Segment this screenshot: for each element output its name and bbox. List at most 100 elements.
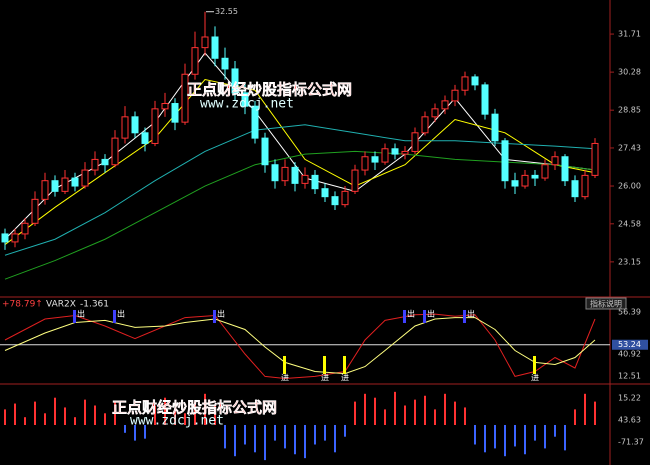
histogram-bar <box>344 425 346 437</box>
candle-body <box>481 84 489 115</box>
candle-body <box>221 57 229 70</box>
candle-body <box>591 142 599 176</box>
histogram-bar <box>334 425 336 453</box>
candle-body <box>521 174 529 187</box>
histogram-bar <box>254 425 256 453</box>
candle-body <box>161 103 169 110</box>
histogram-bar <box>524 425 526 455</box>
candle-body <box>371 156 379 163</box>
histogram-bar <box>214 405 216 425</box>
histogram-bar <box>154 405 156 425</box>
histogram-bar <box>414 399 416 425</box>
histogram-bar <box>314 425 316 445</box>
sell-label: 出 <box>217 309 225 319</box>
candle-body <box>91 158 99 171</box>
histogram-bar <box>224 425 226 449</box>
indicator-line <box>4 317 596 375</box>
candle-body <box>141 132 149 144</box>
sell-label: 出 <box>407 309 415 319</box>
histogram-bar <box>234 425 236 457</box>
candle-body <box>341 190 349 206</box>
histogram-bar <box>24 417 26 425</box>
histogram-bar <box>64 407 66 425</box>
sell-signal <box>463 310 466 323</box>
max-label: 32.55 <box>215 7 238 16</box>
sell-signal <box>403 310 406 323</box>
histogram-bar <box>464 407 466 425</box>
candle-body <box>511 180 519 187</box>
candle-body <box>321 188 329 198</box>
candle-body <box>261 137 269 166</box>
histogram-bar <box>44 413 46 425</box>
histogram-bar <box>394 391 396 425</box>
axis-label: 56.39 <box>618 308 641 317</box>
candle-body <box>301 174 309 184</box>
candle-body <box>501 140 509 182</box>
candle-body <box>561 156 569 182</box>
histogram-bar <box>74 417 76 425</box>
candle-body <box>251 105 259 139</box>
histogram-bar <box>504 425 506 457</box>
sell-signal <box>113 310 116 323</box>
histogram-bar <box>184 413 186 425</box>
histogram-bar <box>354 401 356 425</box>
histogram-bar <box>174 409 176 425</box>
candle-body <box>11 233 19 243</box>
candle-body <box>1 233 9 243</box>
watermark-title: 正点财经炒股指标公式网 <box>187 81 352 99</box>
candle-body <box>71 177 79 187</box>
button-label[interactable]: 指标说明 <box>590 299 622 309</box>
candle-body <box>441 100 449 110</box>
y-tick-label: 30.28 <box>618 68 641 77</box>
histogram-bar <box>84 399 86 425</box>
sell-signal <box>213 310 216 323</box>
histogram-bar <box>544 425 546 449</box>
buy-signal <box>343 356 346 374</box>
histogram-bar <box>34 401 36 425</box>
candle-body <box>361 156 369 171</box>
candle-body <box>241 92 249 107</box>
candle-body <box>171 103 179 123</box>
watermark-title: 正点财经炒股指标公式网 <box>112 399 277 417</box>
watermark-url: www.zdcj.net <box>200 97 294 112</box>
histogram-bar <box>514 425 516 447</box>
watermark-url: www.zdcj.net <box>130 414 224 429</box>
candle-body <box>541 164 549 179</box>
axis-label: 40.92 <box>618 350 641 359</box>
histogram-bar <box>304 425 306 459</box>
sell-label: 出 <box>467 309 475 319</box>
reference-label-bg <box>612 339 648 350</box>
histogram-bar <box>424 395 426 425</box>
candle-body <box>271 164 279 182</box>
indicator-help-button[interactable] <box>585 297 627 310</box>
y-tick-label: 24.58 <box>618 219 641 228</box>
candle-body <box>471 76 479 86</box>
candle-body <box>151 108 159 144</box>
candle-body <box>531 174 539 179</box>
histogram-bar <box>404 405 406 425</box>
candle-body <box>431 108 439 118</box>
buy-label: 进 <box>321 374 329 383</box>
candle-body <box>231 68 239 94</box>
histogram-bar <box>94 405 96 425</box>
histogram-bar <box>144 425 146 439</box>
sell-signal <box>423 310 426 323</box>
histogram-bar <box>284 425 286 449</box>
histogram-bar <box>584 393 586 425</box>
candle-body <box>181 73 189 123</box>
histogram-bar <box>264 425 266 461</box>
sell-label: 出 <box>117 309 125 319</box>
histogram-bar <box>134 425 136 441</box>
buy-label: 进 <box>341 374 349 383</box>
histogram-bar <box>244 425 246 445</box>
candle-body <box>31 198 39 224</box>
candle-body <box>121 116 129 139</box>
candle-body <box>81 169 89 187</box>
y-tick-label: 31.71 <box>618 30 641 39</box>
histogram-bar <box>114 401 116 425</box>
candle-body <box>41 180 49 200</box>
histogram-bar <box>434 409 436 425</box>
header-value: -1.361 <box>80 300 109 310</box>
candle-body <box>21 222 29 235</box>
